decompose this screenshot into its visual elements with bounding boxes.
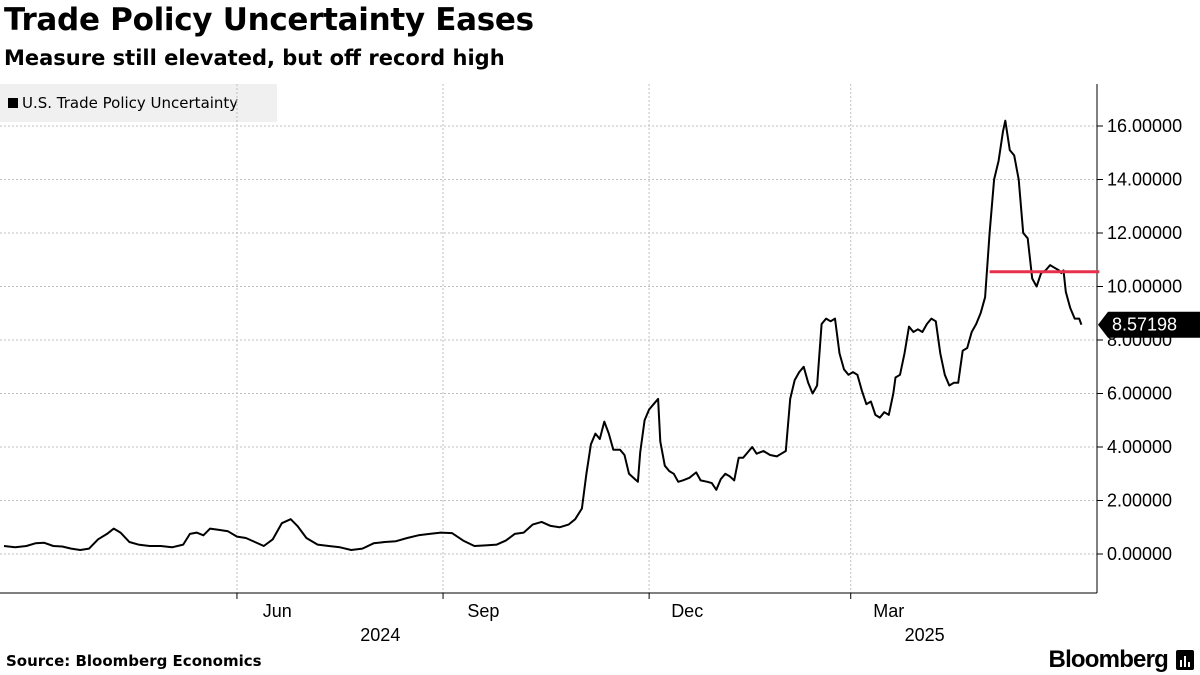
x-tick-label: Jun xyxy=(263,601,292,621)
y-tick-label: 0.00000 xyxy=(1107,544,1172,564)
y-tick-label: 2.00000 xyxy=(1107,491,1172,511)
y-tick-label: 6.00000 xyxy=(1107,384,1172,404)
y-tick-label: 12.00000 xyxy=(1107,223,1182,243)
chart-title: Trade Policy Uncertainty Eases xyxy=(4,2,534,38)
y-tick-label: 16.00000 xyxy=(1107,116,1182,136)
legend-label: U.S. Trade Policy Uncertainty xyxy=(22,94,239,112)
chart-subtitle: Measure still elevated, but off record h… xyxy=(4,46,505,70)
last-value-tag xyxy=(1098,311,1200,338)
legend: U.S. Trade Policy Uncertainty xyxy=(0,84,277,122)
last-value-label: 8.57198 xyxy=(1112,315,1177,335)
y-tick-label: 10.00000 xyxy=(1107,277,1182,297)
bloomberg-terminal-icon xyxy=(1176,650,1194,670)
series-line-us-trade-policy-uncertainty xyxy=(3,119,1083,551)
x-tick-label: Dec xyxy=(671,601,703,621)
x-year-label: 2025 xyxy=(905,625,945,645)
x-tick-label: Mar xyxy=(873,601,904,621)
legend-swatch-icon xyxy=(8,98,18,108)
x-tick-label: Sep xyxy=(467,601,499,621)
x-year-label: 2024 xyxy=(360,625,400,645)
y-tick-label: 4.00000 xyxy=(1107,437,1172,457)
y-tick-label: 14.00000 xyxy=(1107,170,1182,190)
brand-logo: Bloomberg xyxy=(1048,646,1169,673)
source-note: Source: Bloomberg Economics xyxy=(6,652,262,670)
